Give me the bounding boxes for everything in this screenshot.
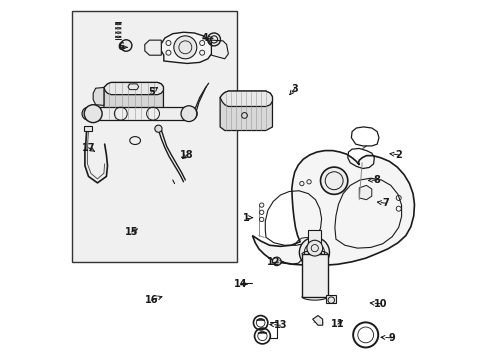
Bar (72, 12, 237, 262)
Text: 7: 7 (382, 198, 389, 208)
Bar (301, 254, 327, 297)
Polygon shape (312, 316, 322, 325)
Polygon shape (161, 32, 211, 63)
Text: 18: 18 (180, 150, 194, 160)
Text: 12: 12 (266, 257, 279, 267)
Polygon shape (144, 40, 161, 55)
Text: 5: 5 (147, 87, 154, 97)
Text: 16: 16 (144, 295, 158, 305)
Text: 8: 8 (373, 175, 380, 185)
Polygon shape (104, 82, 163, 120)
Text: 11: 11 (330, 319, 344, 329)
Polygon shape (104, 82, 163, 95)
Circle shape (120, 40, 132, 51)
Polygon shape (93, 87, 104, 105)
Text: 1: 1 (243, 213, 249, 222)
Polygon shape (220, 91, 272, 107)
Circle shape (174, 36, 196, 59)
Circle shape (181, 106, 196, 122)
Text: 10: 10 (373, 299, 386, 309)
Circle shape (299, 237, 329, 267)
Bar (88, 107, 190, 120)
Text: 2: 2 (394, 150, 401, 160)
Text: 15: 15 (124, 227, 138, 237)
Circle shape (272, 257, 281, 266)
Polygon shape (211, 40, 228, 59)
Bar (307, 230, 321, 253)
Circle shape (155, 125, 162, 132)
Polygon shape (128, 84, 139, 90)
Circle shape (320, 167, 347, 194)
Polygon shape (359, 185, 371, 200)
Circle shape (84, 105, 102, 123)
Text: 6: 6 (117, 42, 124, 52)
Text: 14: 14 (234, 279, 247, 289)
Polygon shape (83, 126, 92, 131)
Polygon shape (252, 150, 414, 265)
Text: 9: 9 (387, 333, 394, 343)
Text: 3: 3 (291, 84, 298, 94)
Circle shape (306, 240, 322, 256)
Text: 13: 13 (273, 320, 286, 330)
Bar (325, 295, 336, 303)
Polygon shape (220, 91, 272, 131)
Text: 17: 17 (81, 143, 95, 153)
Text: 4: 4 (201, 33, 208, 43)
